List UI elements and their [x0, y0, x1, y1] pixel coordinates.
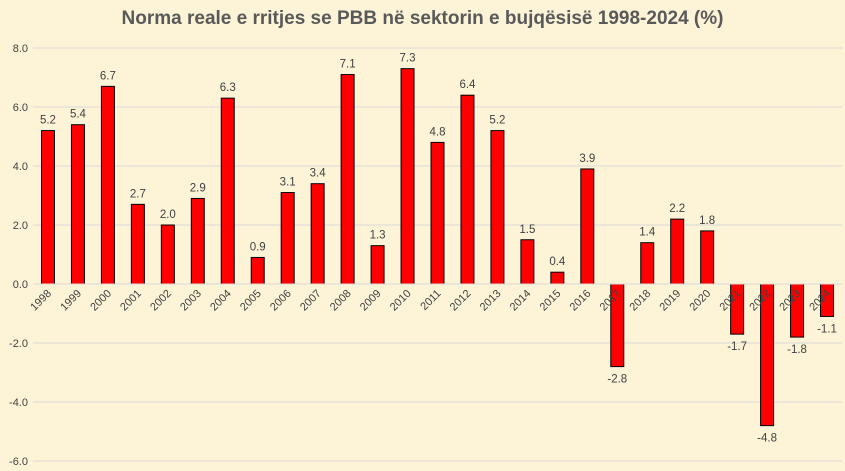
x-tick-label-2001: 2001	[118, 288, 144, 314]
x-tick-label-2012: 2012	[448, 288, 474, 314]
y-axis-ticks: 8.0 6.0 4.0 2.0 0.0 -2.0 -4.0 -6.0	[9, 43, 28, 468]
y-tick-label: 2.0	[13, 220, 28, 232]
data-label-2021: -1.7	[727, 341, 747, 353]
x-tick-label-2020: 2020	[687, 288, 713, 314]
y-tick-label: 0.0	[13, 279, 28, 291]
data-label-2020: 1.8	[699, 215, 715, 227]
bar-2015	[550, 271, 565, 285]
x-tick-label-2003: 2003	[178, 288, 204, 314]
bar-2003	[190, 197, 205, 285]
bars	[40, 68, 835, 427]
data-label-2015: 0.4	[549, 256, 566, 268]
data-label-2003: 2.9	[190, 182, 206, 194]
data-label-2012: 6.4	[459, 79, 476, 91]
chart-title: Norma reale e rritjes se PBB në sektorin…	[121, 8, 724, 29]
data-label-2011: 4.8	[430, 126, 446, 138]
x-tick-label-2018: 2018	[628, 288, 654, 314]
data-labels: 5.2 5.4 6.7 2.7 2.0 2.9 6.3 0.9 3.1 3.4 7.1 1.3 7.3 4…	[40, 53, 837, 445]
data-label-2007: 3.4	[310, 168, 327, 180]
data-label-2013: 5.2	[489, 115, 505, 127]
bar-1998	[40, 130, 55, 285]
y-tick-label: -2.0	[9, 338, 28, 350]
x-tick-label-2006: 2006	[268, 288, 294, 314]
x-tick-label-2000: 2000	[88, 288, 114, 314]
x-tick-label-2009: 2009	[358, 288, 384, 314]
data-label-2010: 7.3	[400, 53, 416, 65]
bar-2019	[670, 218, 685, 285]
x-tick-label-2013: 2013	[478, 288, 504, 314]
data-label-2023: -1.8	[787, 344, 807, 356]
y-tick-label: 4.0	[13, 161, 28, 173]
x-tick-label-2011: 2011	[418, 288, 443, 313]
data-label-2008: 7.1	[340, 59, 356, 71]
data-label-2024: -1.1	[817, 323, 837, 335]
x-axis-labels: 1998 1999 2000 2001 2002 2003 2004 2005 2006 2007…	[28, 288, 833, 314]
data-label-2005: 0.9	[250, 241, 266, 253]
bar-2014	[520, 239, 535, 285]
data-label-2019: 2.2	[669, 203, 685, 215]
data-label-2017: -2.8	[607, 374, 627, 386]
y-tick-label: -4.0	[9, 397, 28, 409]
data-label-2000: 6.7	[100, 70, 116, 82]
x-tick-label-1998: 1998	[28, 288, 54, 314]
data-label-1998: 5.2	[40, 115, 56, 127]
x-tick-label-2008: 2008	[328, 288, 354, 314]
bar-2016	[580, 168, 595, 285]
x-tick-label-2005: 2005	[238, 288, 264, 314]
y-tick-label: 6.0	[13, 102, 28, 114]
x-tick-label-2010: 2010	[388, 288, 414, 314]
x-tick-label-2007: 2007	[298, 288, 324, 314]
x-tick-label-1999: 1999	[58, 288, 84, 314]
x-tick-label-2004: 2004	[208, 288, 234, 314]
data-label-2004: 6.3	[220, 82, 236, 94]
data-label-2009: 1.3	[370, 230, 386, 242]
data-label-2016: 3.9	[579, 153, 595, 165]
bar-2005	[250, 256, 265, 285]
data-label-2014: 1.5	[519, 224, 535, 236]
bar-2018	[640, 242, 655, 285]
bar-2006	[280, 192, 295, 285]
bar-2009	[370, 245, 385, 285]
bar-2007	[310, 183, 325, 285]
bar-2001	[130, 203, 145, 285]
bar-2002	[160, 224, 175, 285]
x-tick-label-2002: 2002	[148, 288, 174, 314]
data-label-2002: 2.0	[160, 209, 176, 221]
y-tick-label: 8.0	[13, 43, 28, 55]
data-label-2018: 1.4	[639, 227, 656, 239]
bar-1999	[70, 124, 85, 285]
data-label-2006: 3.1	[280, 177, 296, 189]
bar-2011	[430, 141, 445, 285]
y-tick-label: -6.0	[9, 456, 28, 468]
bar-2010	[400, 68, 415, 285]
bar-2004	[220, 97, 235, 285]
x-tick-label-2015: 2015	[538, 288, 564, 314]
x-tick-label-2016: 2016	[568, 288, 594, 314]
data-label-2022: -4.8	[757, 433, 777, 445]
bar-2008	[340, 74, 355, 285]
x-tick-label-2014: 2014	[508, 288, 534, 314]
x-tick-label-2019: 2019	[658, 288, 684, 314]
bar-2013	[490, 130, 505, 285]
bar-2020	[700, 230, 715, 285]
data-label-1999: 5.4	[70, 109, 87, 121]
bar-2000	[100, 85, 115, 285]
bar-2012	[460, 94, 475, 285]
data-label-2001: 2.7	[130, 188, 146, 200]
